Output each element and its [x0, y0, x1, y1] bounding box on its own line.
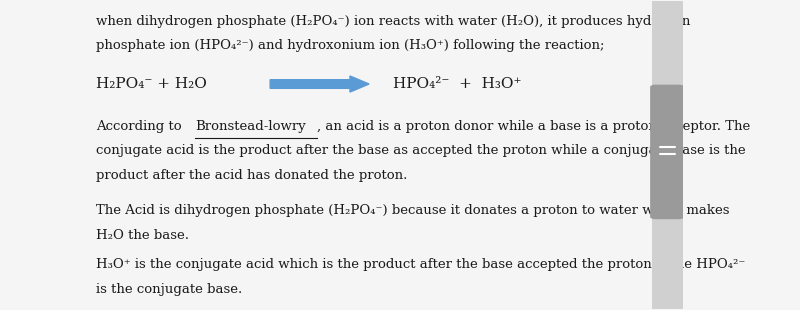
Text: phosphate ion (HPO₄²⁻) and hydroxonium ion (H₃O⁺) following the reaction;: phosphate ion (HPO₄²⁻) and hydroxonium i…: [96, 39, 605, 52]
Text: Bronstead-lowry: Bronstead-lowry: [195, 120, 306, 132]
Text: conjugate acid is the product after the base as accepted the proton while a conj: conjugate acid is the product after the …: [96, 144, 746, 157]
Text: product after the acid has donated the proton.: product after the acid has donated the p…: [96, 169, 407, 182]
Text: is the conjugate base.: is the conjugate base.: [96, 283, 242, 296]
Text: The Acid is dihydrogen phosphate (H₂PO₄⁻) because it donates a proton to water w: The Acid is dihydrogen phosphate (H₂PO₄⁻…: [96, 204, 730, 217]
Text: , an acid is a proton donor while a base is a proton receptor. The: , an acid is a proton donor while a base…: [317, 120, 750, 132]
Text: HPO₄²⁻  +  H₃O⁺: HPO₄²⁻ + H₃O⁺: [393, 77, 522, 91]
FancyBboxPatch shape: [650, 85, 684, 219]
Text: H₂O the base.: H₂O the base.: [96, 229, 190, 242]
Text: H₂PO₄⁻ + H₂O: H₂PO₄⁻ + H₂O: [96, 77, 207, 91]
Text: According to: According to: [96, 120, 186, 132]
FancyBboxPatch shape: [652, 1, 683, 309]
Text: when dihydrogen phosphate (H₂PO₄⁻) ion reacts with water (H₂O), it produces hydr: when dihydrogen phosphate (H₂PO₄⁻) ion r…: [96, 15, 690, 28]
Text: H₃O⁺ is the conjugate acid which is the product after the base accepted the prot: H₃O⁺ is the conjugate acid which is the …: [96, 258, 746, 271]
FancyArrow shape: [270, 76, 369, 92]
